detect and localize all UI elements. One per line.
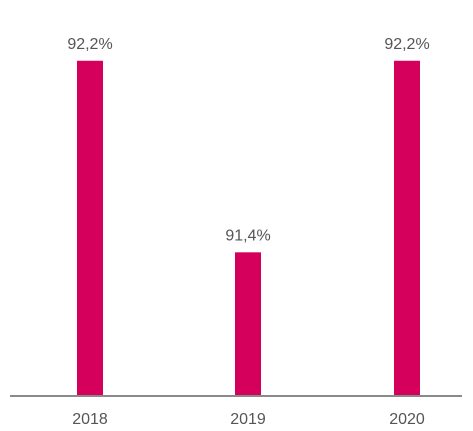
- bar-2019: [235, 252, 261, 396]
- value-labels-layer: 92,2% 91,4% 92,2%: [67, 36, 429, 245]
- value-label-2020: 92,2%: [384, 36, 429, 53]
- bar-2020: [394, 60, 420, 397]
- value-label-2019: 91,4%: [225, 227, 270, 244]
- x-tick-label-2019: 2019: [230, 411, 266, 426]
- bars-layer: [77, 60, 420, 397]
- bar-2018: [77, 60, 103, 397]
- x-tick-label-2020: 2020: [389, 411, 425, 426]
- x-tick-label-2018: 2018: [72, 411, 108, 426]
- x-tick-labels-layer: 2018 2019 2020: [72, 411, 425, 428]
- value-label-2018: 92,2%: [67, 36, 112, 53]
